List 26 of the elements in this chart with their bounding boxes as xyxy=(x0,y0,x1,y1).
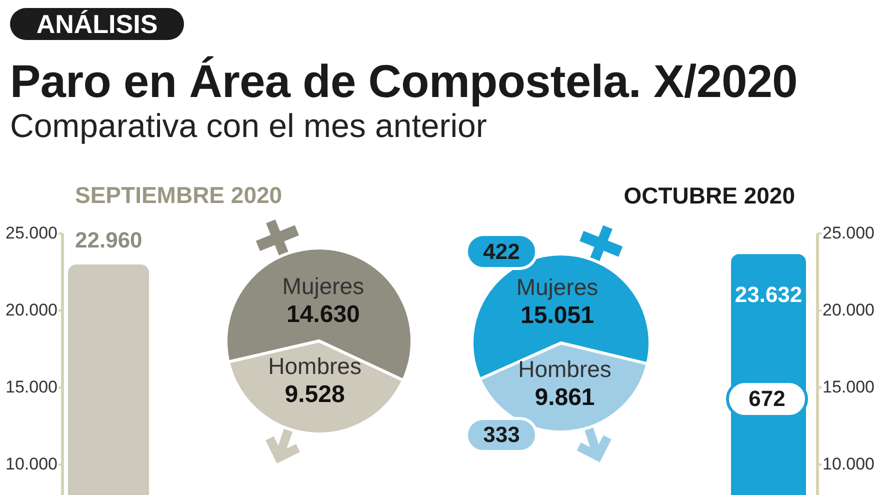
text: Paro en Área de Compostela. X/2020 xyxy=(10,55,798,107)
data-label: 9.528 xyxy=(284,380,345,408)
y-tick-label: 10.000 xyxy=(6,454,58,474)
slice-label: Hombres xyxy=(268,352,362,379)
y-tick-label: 10.000 xyxy=(822,454,874,474)
data-label: 22.960 xyxy=(74,227,142,252)
data-label: 15.051 xyxy=(520,302,594,330)
annotation: 672 xyxy=(748,386,786,411)
chart-title: SEPTIEMBRE 2020 xyxy=(75,182,282,208)
text: ANÁLISIS xyxy=(36,9,158,39)
legend-label: Mujeres xyxy=(516,274,598,300)
y-tick-label: 15.000 xyxy=(822,378,874,397)
text: 333 xyxy=(483,422,520,447)
data-label: 9.861 xyxy=(534,384,595,411)
y-tick-label: 25.000 xyxy=(822,224,874,242)
text: Comparativa con el mes anterior xyxy=(10,107,487,144)
x-tick-label: OCTUBRE 2020 xyxy=(624,182,795,208)
y-tick-label: 25.000 xyxy=(6,224,58,242)
y-tick-label: 20.000 xyxy=(6,300,58,320)
y-tick-label: 20.000 xyxy=(822,300,874,320)
data-label: 14.630 xyxy=(286,301,360,328)
legend-label: Mujeres xyxy=(282,273,364,300)
y-tick-label: 15.000 xyxy=(6,378,58,397)
data-label: 23.632 xyxy=(734,282,802,308)
text: 422 xyxy=(483,238,520,264)
slice-label: Hombres xyxy=(518,356,612,382)
